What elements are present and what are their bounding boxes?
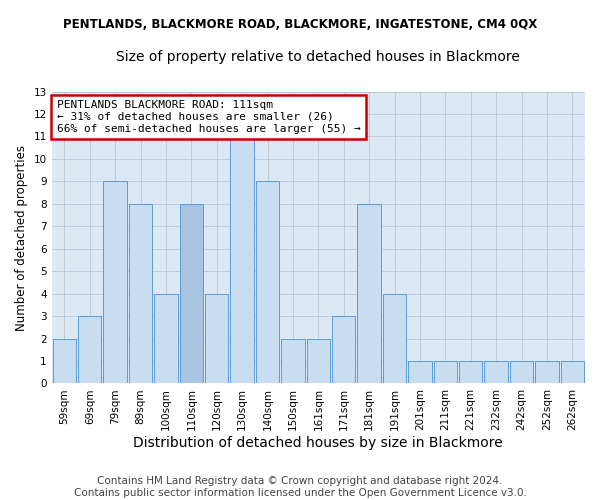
Bar <box>459 361 482 384</box>
X-axis label: Distribution of detached houses by size in Blackmore: Distribution of detached houses by size … <box>133 436 503 450</box>
Bar <box>332 316 355 384</box>
Bar <box>154 294 178 384</box>
Bar <box>535 361 559 384</box>
Y-axis label: Number of detached properties: Number of detached properties <box>15 144 28 330</box>
Bar <box>408 361 431 384</box>
Bar <box>129 204 152 384</box>
Bar <box>53 338 76 384</box>
Bar <box>103 182 127 384</box>
Bar <box>78 316 101 384</box>
Text: PENTLANDS BLACKMORE ROAD: 111sqm
← 31% of detached houses are smaller (26)
66% o: PENTLANDS BLACKMORE ROAD: 111sqm ← 31% o… <box>57 100 361 134</box>
Bar <box>510 361 533 384</box>
Bar <box>256 182 279 384</box>
Bar <box>434 361 457 384</box>
Bar <box>484 361 508 384</box>
Bar <box>205 294 229 384</box>
Bar <box>383 294 406 384</box>
Bar <box>230 136 254 384</box>
Bar <box>358 204 381 384</box>
Bar <box>307 338 330 384</box>
Bar <box>179 204 203 384</box>
Title: Size of property relative to detached houses in Blackmore: Size of property relative to detached ho… <box>116 50 520 64</box>
Bar <box>281 338 305 384</box>
Text: PENTLANDS, BLACKMORE ROAD, BLACKMORE, INGATESTONE, CM4 0QX: PENTLANDS, BLACKMORE ROAD, BLACKMORE, IN… <box>63 18 537 30</box>
Text: Contains HM Land Registry data © Crown copyright and database right 2024.
Contai: Contains HM Land Registry data © Crown c… <box>74 476 526 498</box>
Bar <box>560 361 584 384</box>
